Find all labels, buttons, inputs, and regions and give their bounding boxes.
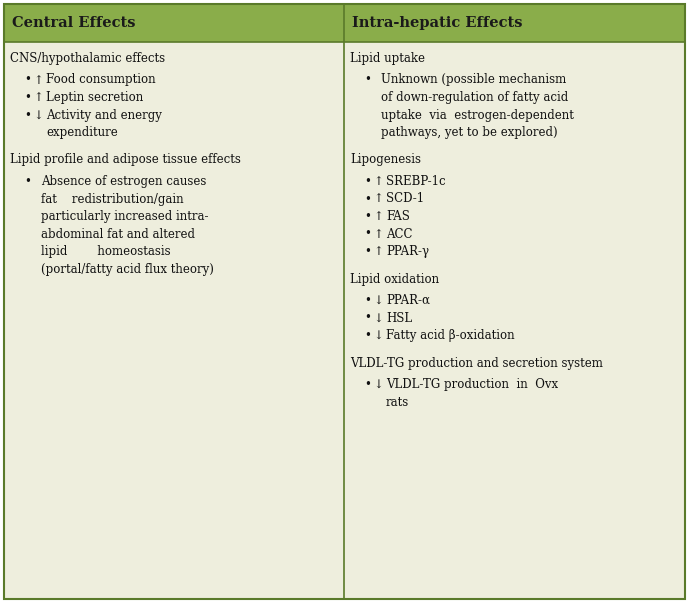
Text: PPAR-γ: PPAR-γ <box>386 245 429 258</box>
Text: •: • <box>24 109 31 121</box>
Text: •: • <box>24 175 31 188</box>
Text: Intra-hepatic Effects: Intra-hepatic Effects <box>352 16 522 30</box>
Text: •: • <box>364 192 371 206</box>
Text: ↓: ↓ <box>373 312 383 324</box>
Text: SCD-1: SCD-1 <box>386 192 424 206</box>
Text: pathways, yet to be explored): pathways, yet to be explored) <box>381 126 557 139</box>
Text: ↓: ↓ <box>33 109 43 121</box>
Text: •: • <box>364 312 371 324</box>
Text: SREBP-1c: SREBP-1c <box>386 175 446 188</box>
Text: •: • <box>364 329 371 342</box>
Text: ↓: ↓ <box>373 378 383 391</box>
Text: uptake  via  estrogen-dependent: uptake via estrogen-dependent <box>381 109 574 121</box>
Text: ↑: ↑ <box>373 210 383 223</box>
Text: Fatty acid β-oxidation: Fatty acid β-oxidation <box>386 329 515 342</box>
Text: ↑: ↑ <box>33 91 43 104</box>
Text: ↓: ↓ <box>373 329 383 342</box>
Text: HSL: HSL <box>386 312 412 324</box>
Text: Food consumption: Food consumption <box>46 74 156 86</box>
Text: •: • <box>364 294 371 307</box>
Text: PPAR-α: PPAR-α <box>386 294 430 307</box>
Text: ↑: ↑ <box>373 175 383 188</box>
Text: CNS/hypothalamic effects: CNS/hypothalamic effects <box>10 52 165 65</box>
Text: Lipid profile and adipose tissue effects: Lipid profile and adipose tissue effects <box>10 154 241 166</box>
Text: ↑: ↑ <box>373 245 383 258</box>
Text: rats: rats <box>386 396 409 408</box>
Text: ↑: ↑ <box>373 192 383 206</box>
Text: Central Effects: Central Effects <box>12 16 136 30</box>
Text: Activity and energy: Activity and energy <box>46 109 162 121</box>
Text: Lipogenesis: Lipogenesis <box>350 154 421 166</box>
Text: ↑: ↑ <box>33 74 43 86</box>
Text: ACC: ACC <box>386 227 413 241</box>
Text: Absence of estrogen causes: Absence of estrogen causes <box>41 175 207 188</box>
Text: Lipid oxidation: Lipid oxidation <box>350 273 439 285</box>
Text: particularly increased intra-: particularly increased intra- <box>41 210 209 223</box>
Text: •: • <box>364 227 371 241</box>
Text: of down-regulation of fatty acid: of down-regulation of fatty acid <box>381 91 568 104</box>
Text: expenditure: expenditure <box>46 126 118 139</box>
Text: •: • <box>364 175 371 188</box>
Text: ↑: ↑ <box>373 227 383 241</box>
Text: Leptin secretion: Leptin secretion <box>46 91 143 104</box>
Text: abdominal fat and altered: abdominal fat and altered <box>41 227 195 241</box>
Text: ↓: ↓ <box>373 294 383 307</box>
Text: FAS: FAS <box>386 210 410 223</box>
Text: •: • <box>364 210 371 223</box>
Text: •: • <box>364 74 371 86</box>
Text: •: • <box>364 378 371 391</box>
Text: •: • <box>364 245 371 258</box>
Text: lipid        homeostasis: lipid homeostasis <box>41 245 171 258</box>
Bar <box>4 4 344 42</box>
Text: •: • <box>24 74 31 86</box>
Text: Lipid uptake: Lipid uptake <box>350 52 425 65</box>
Bar <box>344 4 685 42</box>
Text: fat    redistribution/gain: fat redistribution/gain <box>41 192 184 206</box>
Text: Unknown (possible mechanism: Unknown (possible mechanism <box>381 74 566 86</box>
Text: VLDL-TG production and secretion system: VLDL-TG production and secretion system <box>350 356 603 370</box>
Text: (portal/fatty acid flux theory): (portal/fatty acid flux theory) <box>41 262 214 276</box>
Text: •: • <box>24 91 31 104</box>
Text: VLDL-TG production  in  Ovx: VLDL-TG production in Ovx <box>386 378 558 391</box>
